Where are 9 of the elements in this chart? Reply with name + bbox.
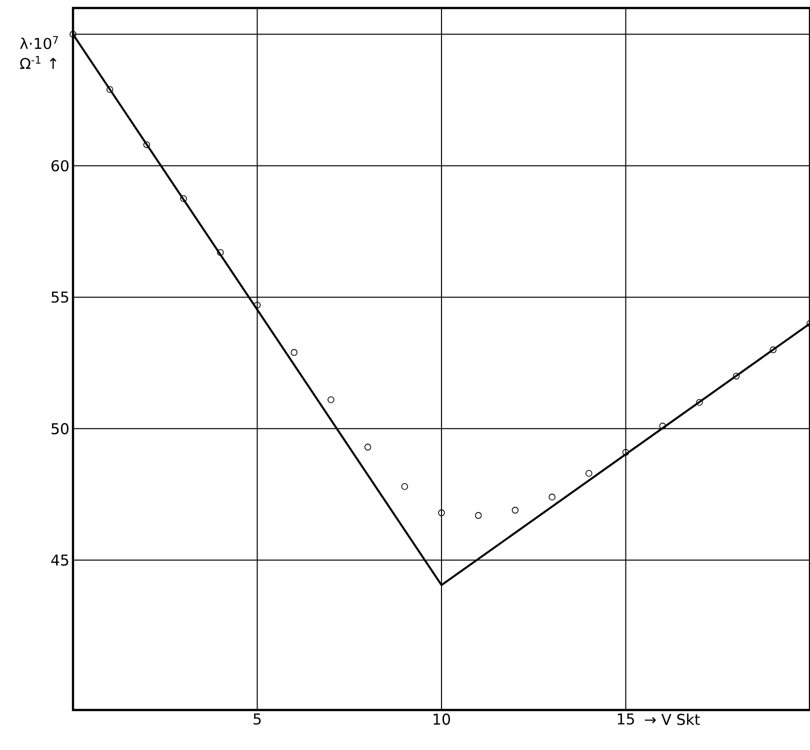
y-tick-label: 55 — [52, 292, 68, 303]
x-tick-label: 10 — [434, 714, 450, 725]
y-tick-label: 50 — [52, 423, 68, 434]
x-axis-title: → V Skt — [644, 714, 700, 726]
text: λ·10$^{7}$ Ω$^{-1}$ ↑ — [20, 36, 58, 69]
x-tick-label: 15 — [618, 714, 634, 725]
y-tick-label: 45 — [51, 554, 68, 566]
y-tick-label: 60 — [52, 160, 68, 172]
x-tick-label: 5 — [254, 714, 261, 725]
